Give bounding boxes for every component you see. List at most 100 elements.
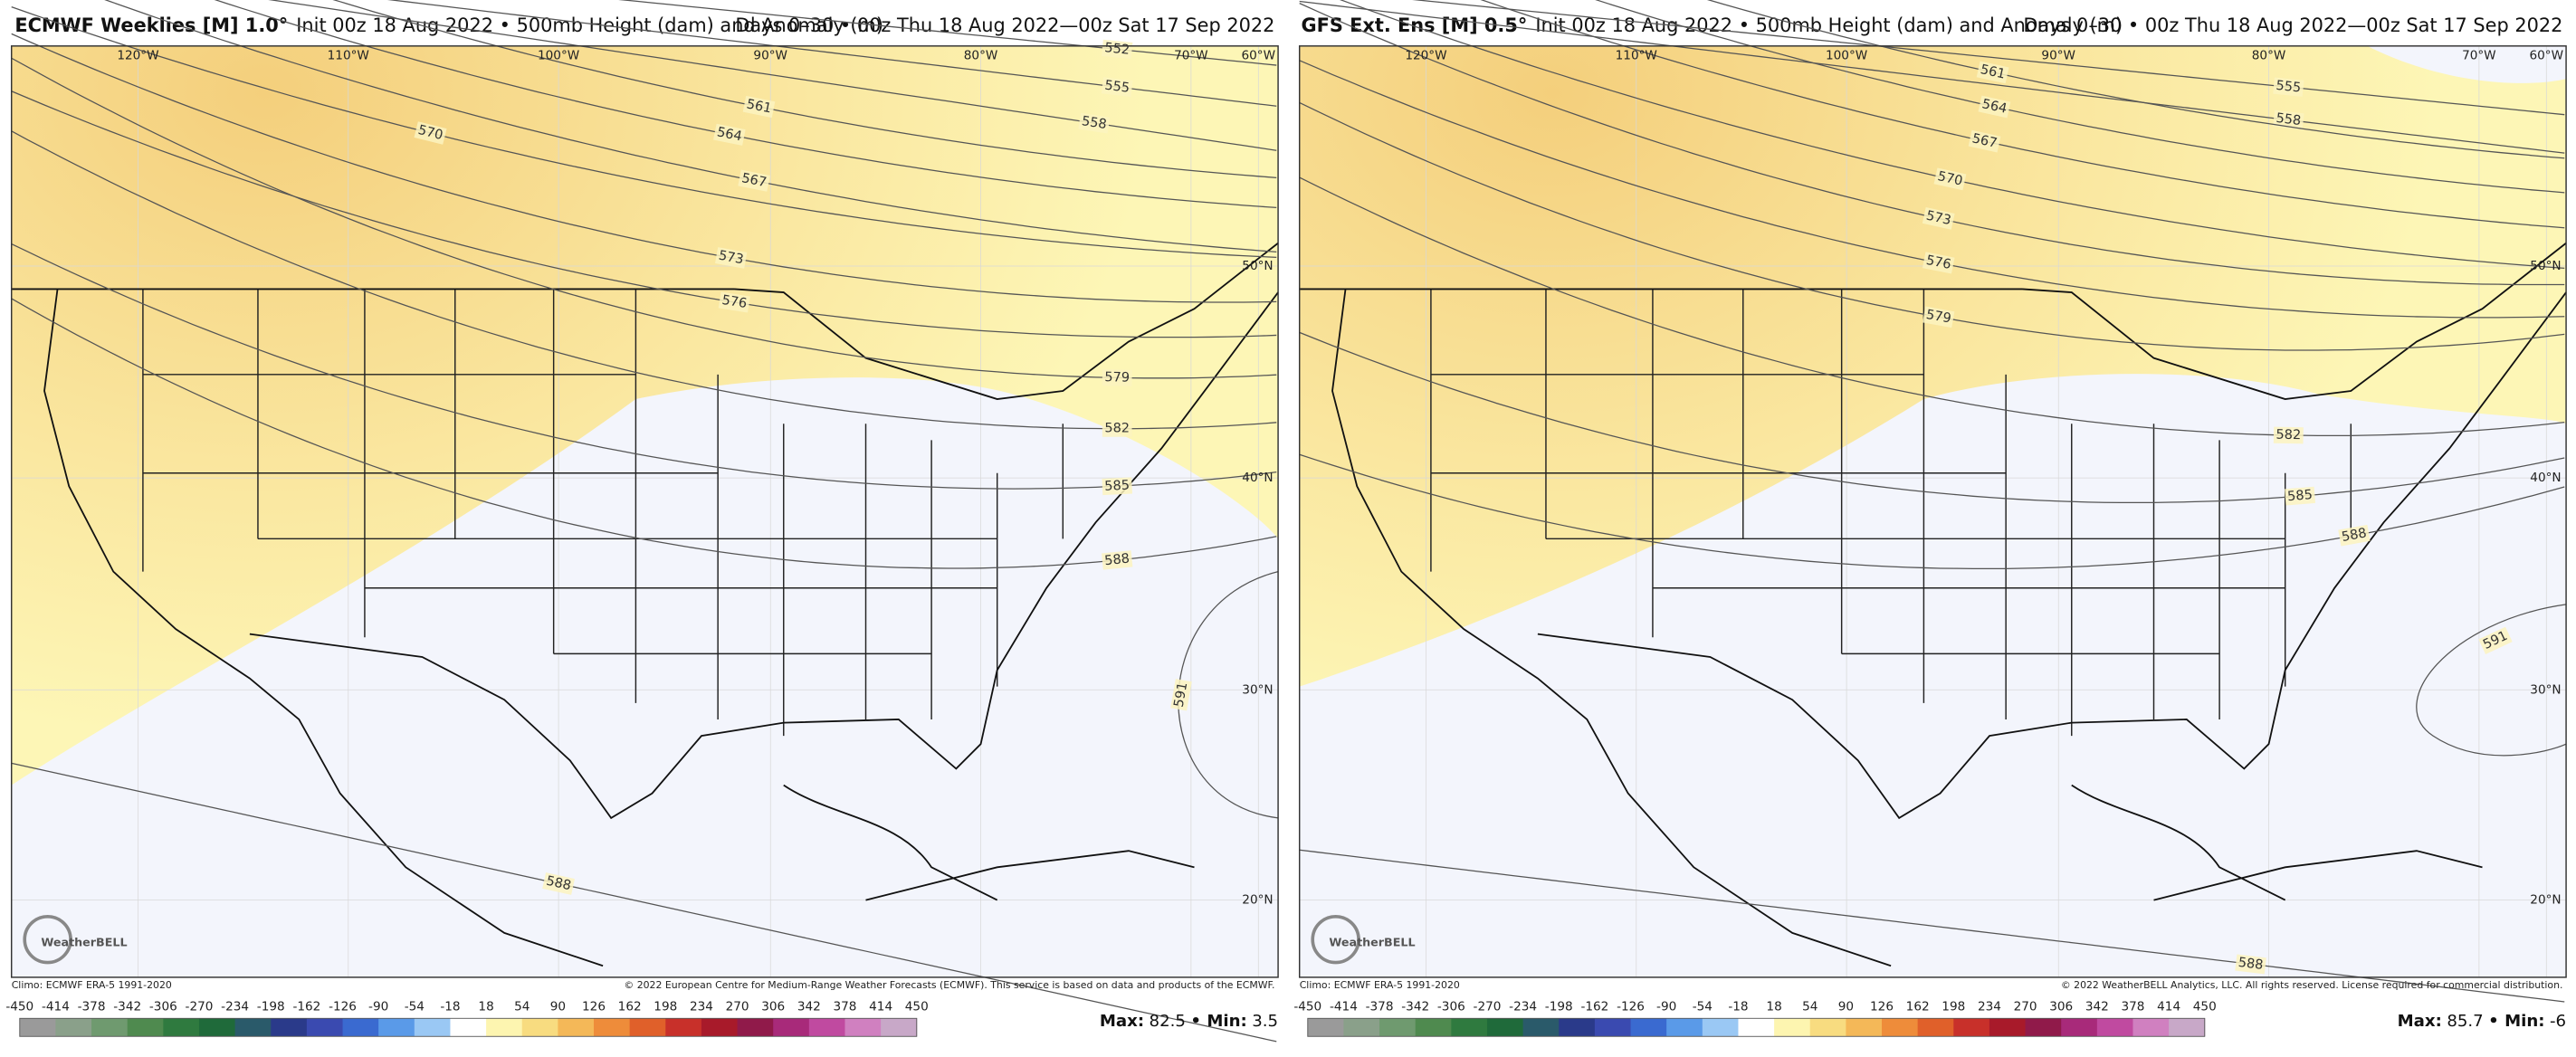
longitude-label: 120°W	[1405, 49, 1447, 63]
neutral-region	[11, 377, 1279, 977]
contour	[11, 298, 1277, 569]
min-label: • Min:	[2488, 1012, 2544, 1031]
colorbar-segment	[1882, 1018, 1919, 1037]
contour	[214, 0, 1277, 209]
longitude-label: 80°W	[964, 49, 998, 63]
contour	[11, 243, 1277, 490]
colorbar-tick-label: -378	[78, 1000, 106, 1014]
contour-label: 576	[1925, 253, 1952, 272]
colorbar-segment	[271, 1018, 308, 1037]
longitude-label: 110°W	[1616, 49, 1658, 63]
contour-label-bg	[414, 121, 447, 145]
logo-mark	[1311, 914, 1360, 965]
contour-label-bg	[1102, 369, 1132, 386]
title-range: Days 0–30 • 00z Thu 18 Aug 2022—00z Sat …	[735, 14, 1274, 36]
colorbar-segment	[881, 1018, 918, 1037]
colorbar-tick-label: 306	[2049, 1000, 2073, 1014]
contour-label: 570	[416, 123, 444, 143]
colorbar-tick-label: -54	[1693, 1000, 1713, 1014]
colorbar-tick-label: -378	[1366, 1000, 1394, 1014]
colorbar-segment	[737, 1018, 774, 1037]
latitude-label: 50°N	[2530, 259, 2561, 273]
colorbar-segment	[414, 1018, 451, 1037]
colorbar-segment	[1522, 1018, 1560, 1037]
colorbar-segment	[450, 1018, 487, 1037]
colorbar-frame	[19, 1017, 918, 1037]
colorbar-segment	[1989, 1018, 2027, 1037]
colorbar-segment	[701, 1018, 739, 1037]
contour-label: 567	[740, 171, 768, 190]
coastline	[1299, 242, 2567, 967]
colorbar-segment	[1307, 1018, 1344, 1037]
colorbar-tick-label: -198	[257, 1000, 285, 1014]
colorbar-tick-label: 270	[726, 1000, 749, 1014]
contour-label: 573	[718, 249, 745, 268]
contour-label-bg	[2285, 486, 2316, 506]
colorbar-segment	[1774, 1018, 1811, 1037]
latitude-label: 20°N	[2530, 893, 2561, 908]
copyright: © 2022 WeatherBELL Analytics, LLC. All r…	[2061, 979, 2563, 991]
logo: WeatherBELL	[1329, 935, 1415, 948]
colorbar-segment	[55, 1018, 92, 1037]
contour-label: 588	[2341, 526, 2368, 545]
colorbar-segment	[1559, 1018, 1596, 1037]
colorbar-segment	[1809, 1018, 1846, 1037]
map-frame	[1298, 45, 2567, 978]
colorbar-segment	[378, 1018, 415, 1037]
colorbar-tick-label: -234	[221, 1000, 249, 1014]
map-frame	[10, 45, 1279, 978]
colorbar-segment	[342, 1018, 379, 1037]
colorbar-segment	[486, 1018, 523, 1037]
colorbar-tick-label: 18	[1766, 1000, 1781, 1014]
colorbar-segment	[1451, 1018, 1488, 1037]
contour-label-bg	[542, 872, 576, 895]
colorbar-segment	[521, 1018, 558, 1037]
copyright: © 2022 European Centre for Medium-Range …	[624, 979, 1274, 991]
contour-label: 591	[1172, 681, 1191, 709]
colorbar-tick-label: 198	[654, 1000, 677, 1014]
colorbar-tick-label: -162	[1580, 1000, 1608, 1014]
panel-title: GFS Ext. Ens [M] 0.5° Init 00z 18 Aug 202…	[1302, 14, 2123, 36]
contour	[11, 762, 1277, 1043]
colorbar-tick-label: -270	[186, 1000, 214, 1014]
colorbar-segment	[1379, 1018, 1417, 1037]
longitude-label: 60°W	[1241, 49, 1275, 63]
colorbar-tick-label: -414	[42, 1000, 70, 1014]
colorbar-segment	[127, 1018, 164, 1037]
colorbar-tick-label: -342	[113, 1000, 141, 1014]
colorbar-segment	[629, 1018, 666, 1037]
contour	[1299, 176, 2565, 436]
colorbar-segment	[844, 1018, 882, 1037]
colorbar-tick-label: 414	[869, 1000, 892, 1014]
contour-label-bg	[2273, 110, 2304, 130]
colorbar-tick-label: -306	[1437, 1000, 1465, 1014]
model-name: ECMWF Weeklies [M] 1.0°	[14, 14, 288, 36]
contour-label-bg	[714, 247, 748, 269]
colorbar-segment	[1702, 1018, 1739, 1037]
colorbar-segment	[1738, 1018, 1775, 1037]
contour-label-bg	[1102, 550, 1133, 570]
logo: WeatherBELL	[41, 935, 127, 948]
longitude-label: 70°W	[2462, 49, 2496, 63]
max-value: 82.5	[1150, 1012, 1186, 1031]
colorbar-tick-label: -54	[405, 1000, 425, 1014]
contour-label: 582	[1104, 422, 1130, 436]
longitude-label: 100°W	[538, 49, 580, 63]
max-min: Max: 82.5 • Min: 3.5	[1100, 1012, 1278, 1031]
colorbar-tick-label: 234	[690, 1000, 713, 1014]
colorbar-segment	[19, 1018, 56, 1037]
longitude-label: 120°W	[117, 49, 159, 63]
model-name: GFS Ext. Ens [M] 0.5°	[1302, 14, 1528, 36]
contour-label-bg	[1922, 207, 1955, 230]
colorbar-segment	[1486, 1018, 1524, 1037]
colorbar-segment	[2061, 1018, 2098, 1037]
contour	[332, 0, 1277, 179]
contour-label: 588	[1104, 552, 1131, 569]
contour-label: 585	[1104, 479, 1130, 494]
colorbar-segment	[2169, 1018, 2206, 1037]
colorbar-segment	[2132, 1018, 2170, 1037]
map: 5555585615645675705735765795825855885915…	[1298, 0, 2567, 1003]
max-value: 85.7	[2447, 1012, 2483, 1031]
colorbar-segment	[1846, 1018, 1883, 1037]
